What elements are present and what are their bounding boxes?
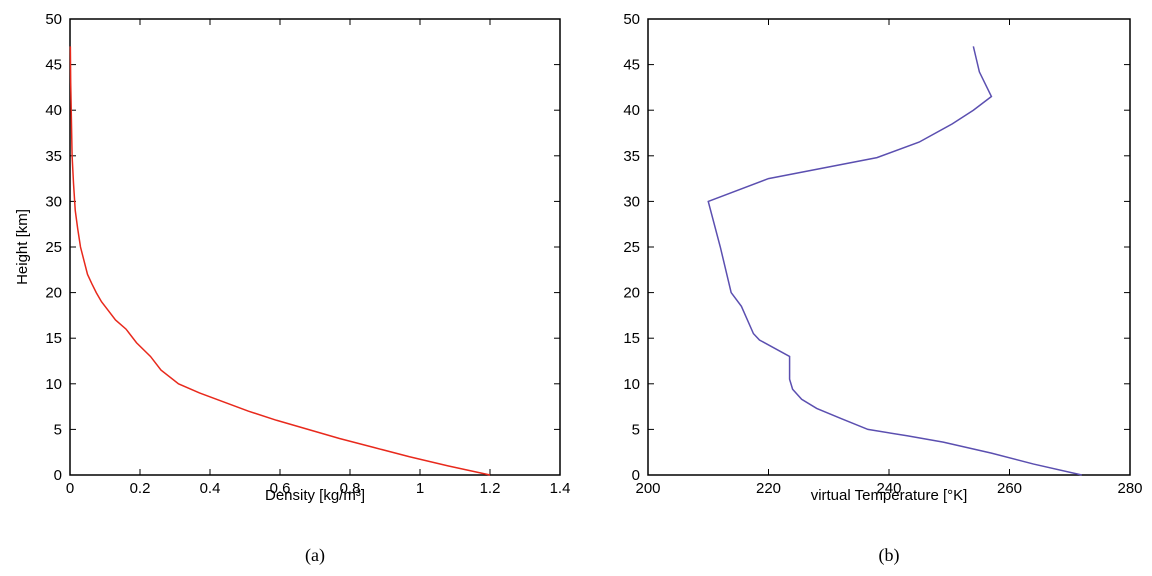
- density-y-tick-label: 10: [45, 376, 62, 393]
- density-y-tick-label: 25: [45, 239, 62, 256]
- temperature-y-tick-label: 15: [623, 330, 640, 347]
- temperature-axis-ticks: 200 220 240 260 280 0 5 10 15 20 25 30 35 40 45 50: [623, 11, 1142, 497]
- density-y-tick-label: 45: [45, 57, 62, 74]
- temperature-y-tick-label: 20: [623, 285, 640, 302]
- temperature-y-tick-label: 25: [623, 239, 640, 256]
- density-y-tick-label: 15: [45, 330, 62, 347]
- temperature-x-tick-label: 200: [635, 480, 660, 497]
- temperature-y-tick-label: 35: [623, 148, 640, 165]
- density-y-tick-label: 40: [45, 102, 62, 119]
- temperature-y-tick-label: 40: [623, 102, 640, 119]
- density-panel: 0 0.2 0.4 0.6 0.8 1 1.2 1.4 0 5 10 15 20 25 30 35 40 45 50…: [14, 11, 570, 566]
- temperature-x-tick-label: 220: [756, 480, 781, 497]
- density-x-tick-label: 1.4: [550, 480, 571, 497]
- temperature-x-tick-label: 240: [876, 480, 901, 497]
- temperature-panel: 200 220 240 260 280 0 5 10 15 20 25 30 35 40 45 50 virt…: [623, 11, 1142, 566]
- density-x-tick-label: 1: [416, 480, 424, 497]
- density-y-tick-label: 0: [54, 467, 62, 484]
- temperature-y-tick-label: 0: [632, 467, 640, 484]
- density-plot-frame: [69, 18, 561, 476]
- density-x-tick-label: 0.2: [130, 480, 151, 497]
- temperature-x-tick-label: 260: [997, 480, 1022, 497]
- density-x-tick-label: 0: [66, 480, 74, 497]
- panel-b-caption: (b): [879, 545, 900, 566]
- density-curve: [69, 46, 491, 476]
- density-x-tick-label: 1.2: [480, 480, 501, 497]
- panel-a-caption: (a): [305, 545, 325, 566]
- temperature-x-axis-label: virtual Temperature [°K]: [811, 487, 968, 504]
- density-y-tick-label: 35: [45, 148, 62, 165]
- density-axis-ticks: 0 0.2 0.4 0.6 0.8 1 1.2 1.4 0 5 10 15 20 25 30 35 40 45 50: [45, 11, 570, 497]
- density-x-tick-label: 0.6: [270, 480, 291, 497]
- temperature-y-tick-label: 5: [632, 421, 640, 438]
- temperature-y-tick-label: 10: [623, 376, 640, 393]
- density-x-axis-label: Density [kg/m³]: [265, 487, 365, 504]
- density-y-axis-label: Height [km]: [14, 209, 31, 285]
- temperature-y-tick-label: 45: [623, 57, 640, 74]
- temperature-y-tick-label: 50: [623, 11, 640, 28]
- density-y-tick-label: 30: [45, 193, 62, 210]
- density-y-tick-label: 50: [45, 11, 62, 28]
- density-y-tick-label: 20: [45, 285, 62, 302]
- density-x-tick-label: 0.4: [200, 480, 221, 497]
- temperature-y-tick-label: 30: [623, 193, 640, 210]
- density-x-tick-label: 0.8: [340, 480, 361, 497]
- temperature-plot-frame: [647, 18, 1131, 476]
- temperature-x-tick-label: 280: [1117, 480, 1142, 497]
- temperature-curve: [707, 46, 1082, 476]
- density-y-tick-label: 5: [54, 421, 62, 438]
